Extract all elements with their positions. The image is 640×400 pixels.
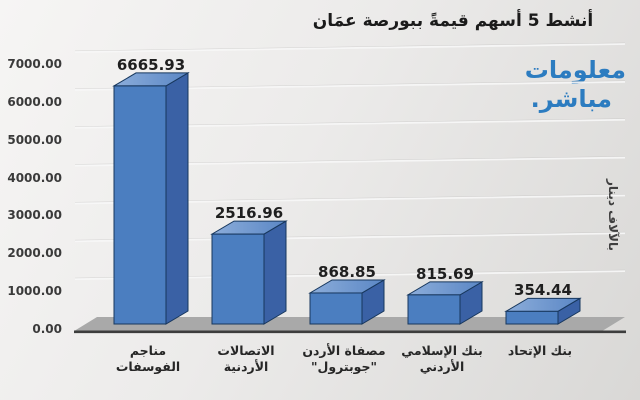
logo-line-1: معلومات <box>524 56 626 84</box>
bar-5 <box>504 297 582 325</box>
logo-line-2: مباشر. <box>530 85 612 113</box>
y-axis-title: بالآلاف دينار <box>606 179 620 251</box>
data-label-4: 815.69 <box>416 264 474 283</box>
x-axis-category-4: بنك الإسلامي الأردني <box>401 343 483 374</box>
bar-4 <box>406 280 484 325</box>
y-axis-tick-7000.00: 7000.00 <box>7 57 62 71</box>
gridline <box>74 43 626 53</box>
y-axis-tick-6000.00: 6000.00 <box>7 94 62 109</box>
x-axis-category-2: الاتصالات الأردنية <box>217 343 275 374</box>
data-label-5: 354.44 <box>514 281 572 300</box>
mubasher-logo: معلومات مباشر. <box>494 56 626 114</box>
x-axis-category-5: بنك الإتحاد <box>507 343 573 358</box>
y-axis-tick-5000.00: 5000.00 <box>7 132 62 147</box>
data-label-1: 6665.93 <box>116 55 186 74</box>
data-label-2: 2516.96 <box>214 204 284 223</box>
chart-title: أنشط 5 أسهم قيمةً ببورصة عمَان <box>312 11 594 31</box>
data-label-3: 868.85 <box>318 262 376 281</box>
y-axis-tick-1000.00: 1000.00 <box>7 284 62 299</box>
y-axis-tick-0.00: 0.00 <box>32 321 62 336</box>
bar-2 <box>210 220 288 325</box>
y-axis-tick-4000.00: 4000.00 <box>7 170 62 185</box>
y-axis-tick-3000.00: 3000.00 <box>7 208 62 223</box>
bar-1 <box>112 72 190 325</box>
x-axis-category-1: مناجم الفوسفات <box>115 343 181 374</box>
x-axis-category-3: مصفاة الأردن "جوبترول" <box>302 343 386 374</box>
gridline <box>74 42 626 52</box>
bar-3 <box>308 279 386 325</box>
y-axis-tick-2000.00: 2000.00 <box>7 246 62 261</box>
